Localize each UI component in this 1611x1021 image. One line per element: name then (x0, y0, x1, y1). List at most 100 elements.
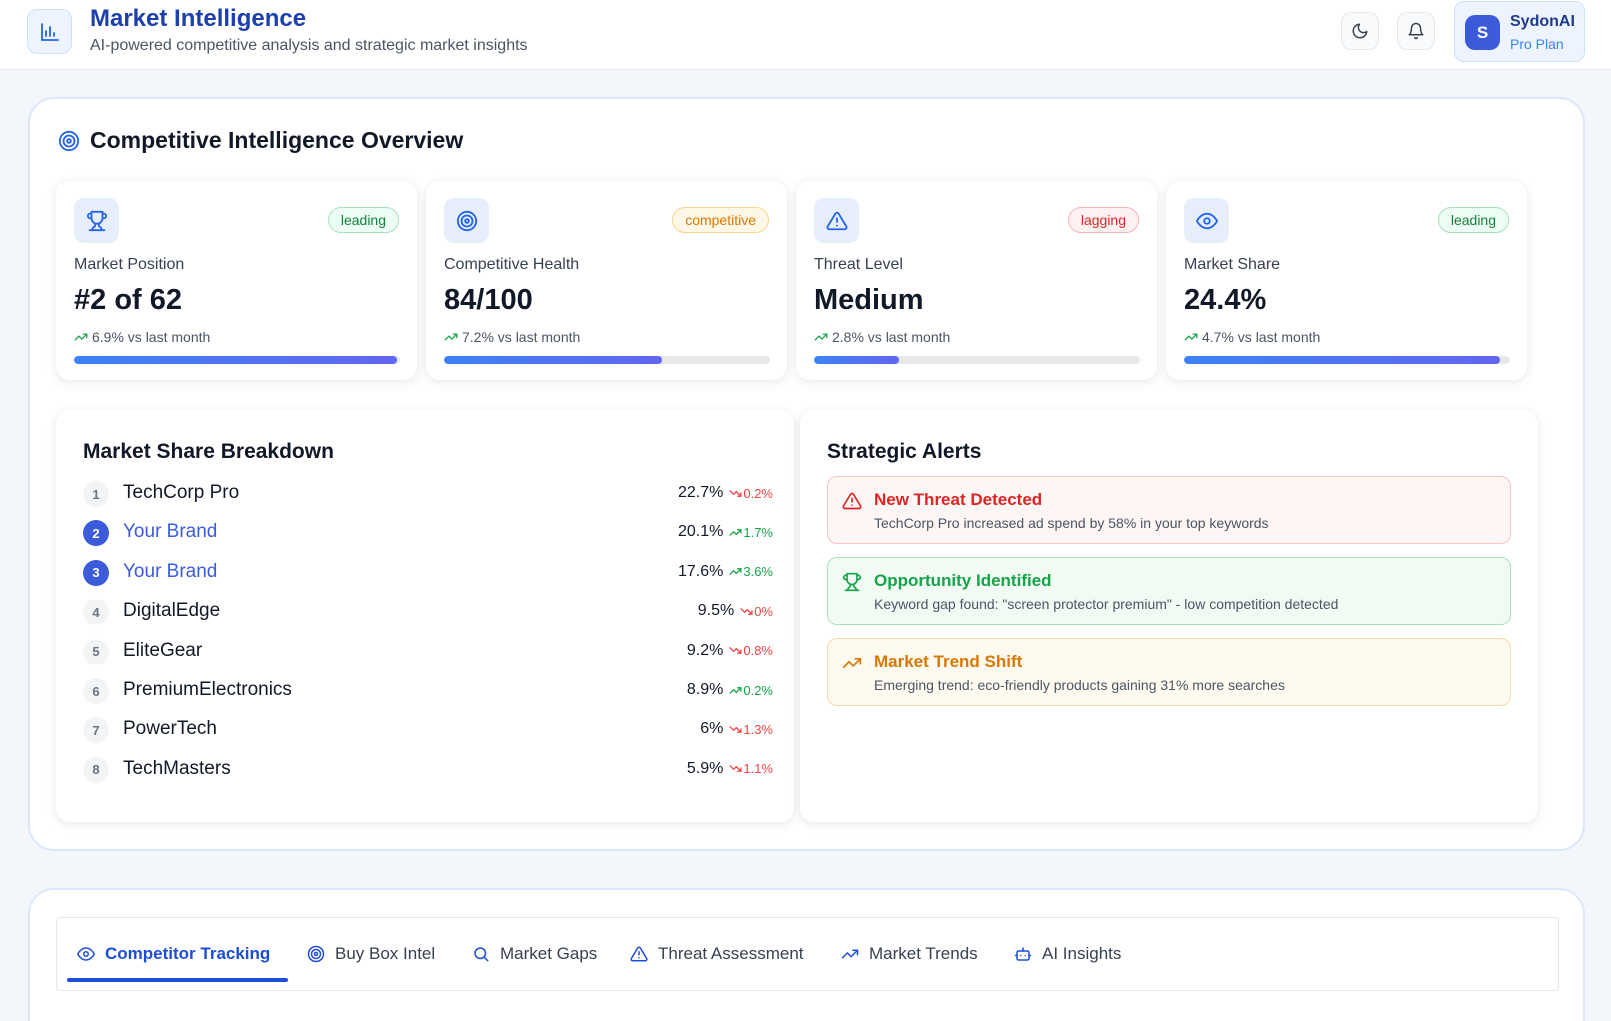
share-delta: 0.2% (729, 486, 773, 501)
share-value: 9.5% 0% (697, 602, 773, 620)
app-subtitle: AI-powered competitive analysis and stra… (90, 37, 528, 54)
moon-icon (1352, 23, 1368, 39)
competitor-name: PremiumElectronics (123, 679, 292, 700)
share-value: 17.6% 3.6% (677, 562, 773, 580)
kpi-card-market-position: leading Market Position #2 of 62 6.9% vs… (56, 181, 417, 380)
share-value: 20.1% 1.7% (677, 523, 773, 541)
kpi-change: 4.7% vs last month (1184, 329, 1320, 345)
rank-badge: 4 (83, 599, 109, 626)
status-badge: competitive (672, 207, 769, 233)
trending-up-icon (842, 658, 862, 668)
competitor-name: TechMasters (123, 757, 231, 779)
overview-header: Competitive Intelligence Overview (58, 127, 463, 154)
warning-icon (814, 198, 859, 243)
competitor-name: PowerTech (123, 718, 217, 740)
tab-threat-assessment[interactable]: Threat Assessment (630, 936, 804, 972)
bell-icon (1408, 22, 1424, 40)
alert-text: Emerging trend: eco-friendly products ga… (874, 677, 1285, 693)
target-icon (444, 198, 489, 243)
warning-icon (842, 492, 862, 510)
tab-market-gaps[interactable]: Market Gaps (472, 936, 597, 972)
alert-new-threat[interactable]: New Threat Detected TechCorp Pro increas… (827, 476, 1511, 544)
strategic-alerts-card: Strategic Alerts New Threat Detected Tec… (800, 410, 1538, 822)
kpi-change: 7.2% vs last month (444, 329, 580, 345)
share-value: 22.7% 0.2% (677, 484, 773, 501)
trending-up-icon (841, 949, 859, 959)
kpi-value: Medium (814, 284, 924, 316)
user-name: SydonAI (1510, 13, 1575, 30)
eye-icon (1184, 198, 1229, 243)
avatar: S (1465, 15, 1500, 50)
alert-trend-shift[interactable]: Market Trend Shift Emerging trend: eco-f… (827, 638, 1511, 706)
tab-competitor-tracking[interactable]: Competitor Tracking (77, 936, 270, 972)
kpi-card-competitive-health: competitive Competitive Health 84/100 7.… (426, 181, 787, 380)
kpi-change: 6.9% vs last month (74, 329, 210, 345)
trending-up-icon (444, 333, 458, 341)
trending-down-icon (729, 726, 742, 733)
market-share-card: Market Share Breakdown 1 TechCorp Pro 22.7… (56, 410, 794, 822)
target-icon (307, 945, 325, 963)
trending-up-icon (729, 529, 742, 536)
trending-up-icon (814, 333, 828, 341)
rank-badge: 2 (83, 520, 109, 547)
app-header: Market Intelligence AI-powered competiti… (0, 0, 1611, 70)
kpi-progress-fill (74, 356, 397, 364)
kpi-label: Competitive Health (444, 256, 580, 273)
kpi-progress-bar (814, 356, 1140, 364)
share-value: 6% 1.3% (700, 720, 773, 738)
kpi-card-market-share: leading Market Share 24.4% 4.7% vs last … (1166, 181, 1527, 380)
list-item[interactable]: 5 EliteGear 9.2% 0.8% (83, 637, 773, 667)
share-value: 5.9% 1.1% (686, 759, 773, 777)
alert-text: TechCorp Pro increased ad spend by 58% i… (874, 515, 1269, 531)
kpi-progress-fill (814, 356, 899, 364)
status-badge: leading (1437, 207, 1509, 233)
tab-ai-insights[interactable]: AI Insights (1014, 936, 1121, 972)
active-tab-indicator (67, 978, 288, 982)
competitor-name: EliteGear (123, 639, 203, 661)
trending-up-icon (74, 333, 88, 341)
kpi-value: #2 of 62 (74, 284, 182, 316)
share-delta: 1.7% (729, 525, 773, 540)
tab-market-trends[interactable]: Market Trends (841, 936, 978, 972)
rank-badge: 6 (83, 678, 109, 704)
trophy-icon (74, 198, 119, 243)
app-title: Market Intelligence (90, 5, 307, 32)
user-menu[interactable]: S SydonAI Pro Plan (1454, 1, 1585, 62)
alert-text: Keyword gap found: "screen protector pre… (874, 596, 1339, 612)
kpi-progress-fill (1184, 356, 1501, 364)
theme-toggle-button[interactable] (1341, 12, 1379, 50)
target-icon (58, 130, 80, 151)
list-item[interactable]: 3 Your Brand 17.6% 3.6% (83, 558, 773, 588)
trending-down-icon (740, 607, 753, 615)
competitor-name: Your Brand (123, 521, 218, 543)
list-item[interactable]: 8 TechMasters 5.9% 1.1% (83, 755, 773, 785)
list-item[interactable]: 4 DigitalEdge 9.5% 0% (83, 597, 773, 627)
kpi-card-threat-level: lagging Threat Level Medium 2.8% vs last… (796, 181, 1157, 380)
list-item[interactable]: 7 PowerTech 6% 1.3% (83, 715, 773, 745)
search-icon (474, 947, 489, 962)
share-delta: 0% (740, 604, 773, 619)
kpi-change: 2.8% vs last month (814, 329, 950, 345)
rank-badge: 8 (83, 756, 109, 783)
status-badge: leading (327, 207, 399, 233)
rank-badge: 3 (83, 559, 109, 586)
kpi-progress-bar (74, 356, 400, 364)
overview-title: Competitive Intelligence Overview (90, 127, 464, 153)
notifications-button[interactable] (1397, 12, 1435, 50)
trending-down-icon (729, 647, 742, 654)
trophy-icon (842, 572, 862, 592)
competitor-name: Your Brand (123, 560, 218, 582)
tab-buy-box-intel[interactable]: Buy Box Intel (307, 936, 435, 972)
list-item[interactable]: 2 Your Brand 20.1% 1.7% (83, 518, 773, 548)
alert-title: Opportunity Identified (874, 571, 1052, 590)
share-delta: 3.6% (729, 564, 773, 579)
alert-opportunity[interactable]: Opportunity Identified Keyword gap found… (827, 557, 1511, 625)
eye-icon (77, 947, 95, 961)
share-value: 8.9% 0.2% (686, 681, 773, 698)
bot-icon (1014, 947, 1032, 961)
competitor-name: DigitalEdge (123, 600, 221, 622)
trending-up-icon (1184, 333, 1198, 341)
trending-down-icon (729, 489, 742, 497)
list-item[interactable]: 1 TechCorp Pro 22.7% 0.2% (83, 479, 773, 509)
list-item[interactable]: 6 PremiumElectronics 8.9% 0.2% (83, 676, 773, 706)
